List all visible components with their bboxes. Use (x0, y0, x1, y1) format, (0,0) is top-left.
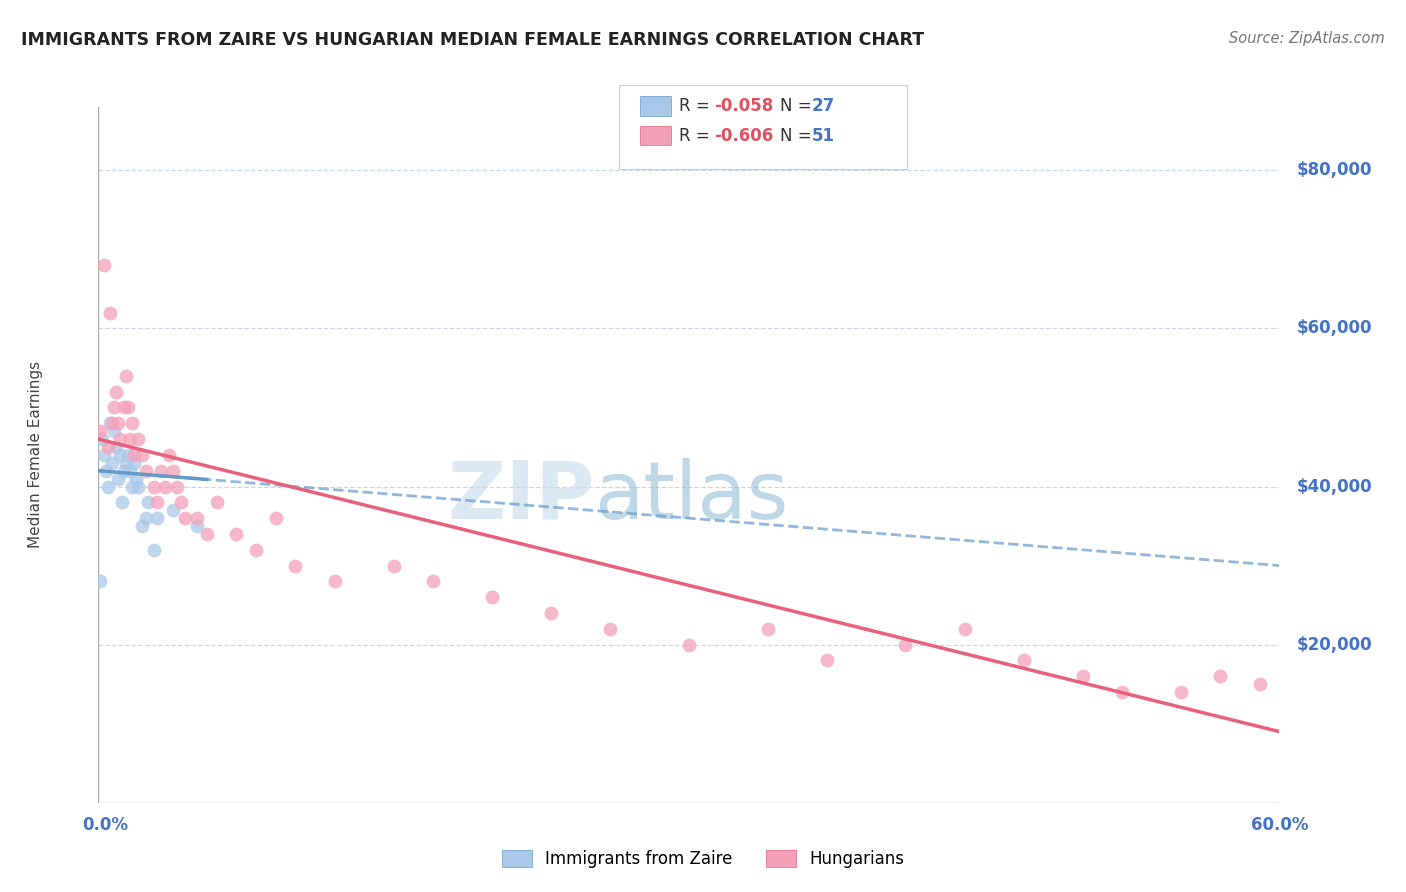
Point (101, 417, 124, 431)
Point (264, 511, 287, 525)
Point (1071, 669, 1094, 683)
Point (117, 448, 139, 462)
Point (142, 479, 165, 493)
Point (135, 464, 157, 478)
Point (1170, 685, 1192, 699)
Text: Source: ZipAtlas.com: Source: ZipAtlas.com (1229, 31, 1385, 46)
Point (142, 542, 165, 557)
Point (108, 448, 131, 462)
Point (122, 456, 145, 470)
Text: R =: R = (679, 127, 716, 145)
Point (136, 495, 159, 509)
Text: $40,000: $40,000 (1296, 477, 1372, 496)
Point (146, 495, 169, 509)
Point (103, 401, 125, 415)
Point (422, 574, 444, 589)
Text: 27: 27 (811, 97, 835, 115)
Point (122, 448, 145, 462)
Point (174, 511, 197, 525)
Point (131, 448, 153, 462)
Point (118, 464, 141, 478)
Text: Median Female Earnings: Median Female Earnings (28, 361, 42, 549)
Point (1111, 685, 1133, 699)
Point (107, 417, 129, 431)
Text: -0.058: -0.058 (714, 97, 773, 115)
Point (101, 456, 124, 470)
Text: $80,000: $80,000 (1296, 161, 1372, 179)
Point (91, 432, 114, 446)
Point (599, 622, 621, 636)
Point (195, 527, 218, 541)
Point (121, 479, 143, 493)
Point (186, 511, 208, 525)
Point (127, 432, 149, 446)
Point (96, 464, 118, 478)
Point (93, 258, 115, 272)
Point (678, 638, 700, 652)
Point (93, 448, 115, 462)
Point (205, 495, 228, 509)
Text: 51: 51 (811, 127, 834, 145)
Text: $20,000: $20,000 (1296, 636, 1372, 654)
Text: ZIP: ZIP (447, 458, 595, 536)
Point (150, 464, 173, 478)
Point (162, 503, 184, 517)
Point (162, 464, 184, 478)
Point (115, 456, 138, 470)
Point (146, 511, 169, 525)
Point (1249, 677, 1271, 691)
Text: N =: N = (780, 97, 817, 115)
Point (382, 558, 405, 573)
Point (98, 305, 121, 319)
Point (117, 401, 139, 415)
Point (225, 527, 247, 541)
Point (245, 542, 267, 557)
Point (170, 495, 193, 509)
Point (135, 511, 157, 525)
Point (127, 479, 149, 493)
Point (108, 432, 131, 446)
Point (1012, 653, 1035, 667)
Point (186, 519, 208, 533)
Text: atlas: atlas (595, 458, 789, 536)
Point (89, 424, 111, 438)
Point (815, 653, 838, 667)
Point (155, 479, 177, 493)
Point (112, 401, 135, 415)
Text: -0.606: -0.606 (714, 127, 773, 145)
Point (166, 479, 188, 493)
Point (323, 574, 346, 589)
Point (284, 558, 307, 573)
Point (105, 440, 128, 454)
Point (98, 417, 121, 431)
Point (97, 479, 120, 493)
Point (89, 574, 111, 589)
Text: IMMIGRANTS FROM ZAIRE VS HUNGARIAN MEDIAN FEMALE EARNINGS CORRELATION CHART: IMMIGRANTS FROM ZAIRE VS HUNGARIAN MEDIA… (21, 31, 924, 49)
Point (953, 622, 976, 636)
Text: R =: R = (679, 97, 716, 115)
Point (97, 440, 120, 454)
Point (112, 464, 135, 478)
Text: $60,000: $60,000 (1296, 319, 1372, 337)
Point (115, 368, 138, 383)
Point (481, 591, 503, 605)
Legend: Immigrants from Zaire, Hungarians: Immigrants from Zaire, Hungarians (495, 843, 911, 875)
Point (111, 495, 134, 509)
Point (118, 432, 141, 446)
Point (756, 622, 779, 636)
Point (540, 606, 562, 620)
Point (107, 472, 129, 486)
Text: 0.0%: 0.0% (83, 816, 128, 834)
Text: 60.0%: 60.0% (1251, 816, 1308, 834)
Point (1209, 669, 1232, 683)
Point (103, 424, 125, 438)
Point (125, 472, 148, 486)
Point (157, 448, 180, 462)
Point (894, 638, 917, 652)
Point (131, 519, 153, 533)
Point (121, 417, 143, 431)
Text: N =: N = (780, 127, 817, 145)
Point (105, 384, 128, 399)
